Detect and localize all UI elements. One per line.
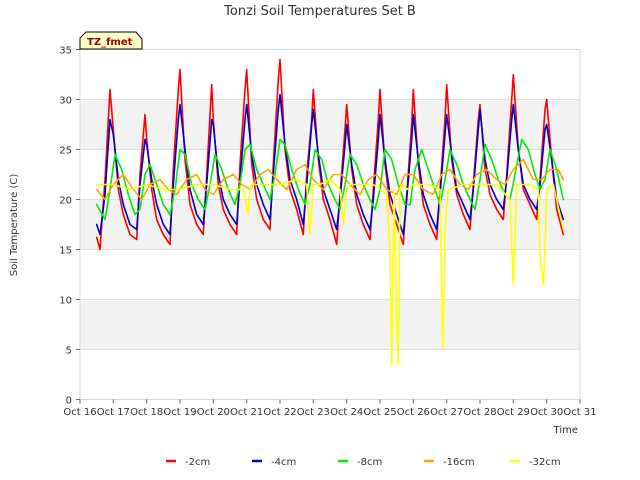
grid-band: [80, 299, 580, 350]
legend-label: -8cm: [357, 457, 382, 468]
x-tick-label: Oct 29: [497, 407, 530, 418]
y-tick-label: 30: [59, 96, 72, 107]
x-axis-ticks: Oct 16 Oct 17 Oct 18 Oct 19 Oct 20 Oct 21 Oct …: [63, 399, 597, 418]
legend-label: -16cm: [443, 457, 475, 468]
series-line-4cmcm: [95, 93, 565, 236]
series-line-16cmcm: [95, 158, 565, 201]
badge-box: [79, 31, 143, 50]
grid-band: [80, 99, 580, 150]
y-tick-label: 10: [59, 296, 72, 307]
x-tick-label: Oct 30: [530, 407, 563, 418]
y-tick-label: 0: [66, 396, 72, 407]
y-tick-label: 5: [66, 346, 72, 357]
legend: -2cm -4cm -8cm -16cm -32cm: [166, 457, 561, 468]
legend-label: -2cm: [185, 457, 210, 468]
legend-item: -8cm: [338, 457, 382, 468]
x-tick-label: Oct 18: [130, 407, 163, 418]
x-tick-label: Oct 17: [97, 407, 130, 418]
y-tick-label: 35: [59, 46, 72, 57]
x-tick-label: Oct 20: [197, 407, 230, 418]
y-tick-label: 20: [59, 196, 72, 207]
plot-frame: [79, 49, 581, 400]
x-tick-label: Oct 31: [563, 407, 596, 418]
badge-label: TZ_fmet: [87, 37, 133, 48]
x-axis-label: Time: [553, 425, 578, 436]
x-tick-label: Oct 23: [297, 407, 330, 418]
x-tick-label: Oct 22: [263, 407, 296, 418]
x-tick-label: Oct 16: [63, 407, 96, 418]
x-tick-label: Oct 19: [163, 407, 196, 418]
x-tick-label: Oct 27: [430, 407, 463, 418]
x-tick-label: Oct 25: [363, 407, 396, 418]
x-tick-label: Oct 28: [463, 407, 496, 418]
series-line-32cmcm: [95, 178, 565, 366]
series-line-8cmcm: [95, 138, 565, 221]
chart-title: Tonzi Soil Temperatures Set B: [223, 4, 416, 19]
y-tick-label: 15: [59, 246, 72, 257]
y-tick-label: 25: [59, 146, 72, 157]
legend-label: -4cm: [271, 457, 296, 468]
legend-item: -32cm: [510, 457, 561, 468]
legend-item: -2cm: [166, 457, 210, 468]
x-tick-label: Oct 24: [330, 407, 363, 418]
legend-item: -16cm: [424, 457, 475, 468]
plot-background: [80, 99, 580, 350]
series-layer: [95, 58, 565, 366]
site-badge: TZ_fmet: [79, 31, 143, 50]
legend-label: -32cm: [529, 457, 561, 468]
x-tick-label: Oct 26: [397, 407, 430, 418]
x-tick-label: Oct 21: [230, 407, 263, 418]
y-axis-label: Soil Temperature (C): [9, 174, 20, 277]
y-axis-ticks: 0 5 10 15 20 25 30 35: [59, 46, 80, 407]
legend-item: -4cm: [252, 457, 296, 468]
